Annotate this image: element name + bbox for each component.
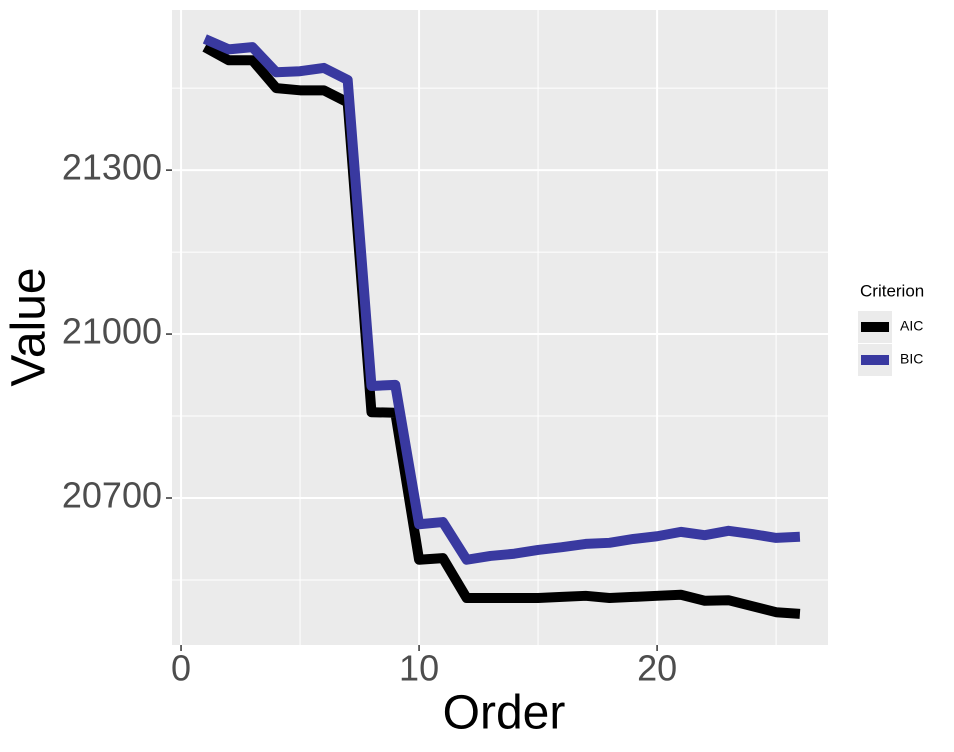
y-tick-label: 21300 [62, 147, 162, 188]
y-axis-title: Value [3, 267, 56, 386]
series-line [202, 42, 801, 619]
legend: Criterion AIC BIC [858, 281, 924, 376]
series-line [202, 34, 801, 565]
x-tick-label: 10 [399, 648, 439, 689]
y-tick-label: 20700 [62, 475, 162, 516]
x-tick-label: 20 [637, 648, 677, 689]
legend-label: BIC [900, 351, 923, 367]
legend-title: Criterion [860, 281, 924, 300]
panel [172, 10, 828, 645]
x-tick-label: 0 [171, 648, 191, 689]
y-tick-label: 21000 [62, 311, 162, 352]
axes: 20700 21000 21300 0 10 20 [62, 147, 677, 689]
lines [202, 34, 801, 619]
legend-label: AIC [900, 318, 923, 334]
x-axis-title: Order [443, 687, 566, 740]
